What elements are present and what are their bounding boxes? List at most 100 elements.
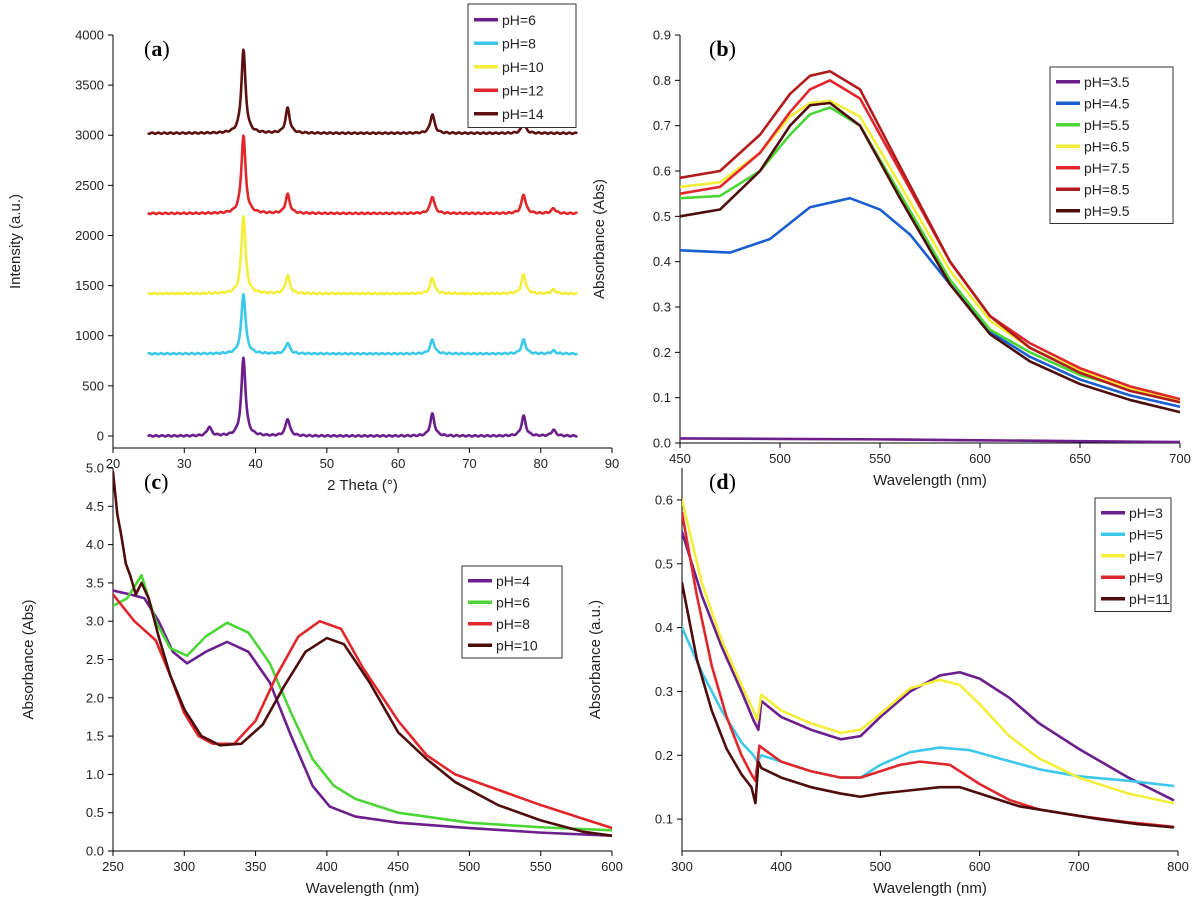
y-tick-label: 4.0 <box>86 537 104 552</box>
y-tick-label: 0.7 <box>653 118 671 133</box>
panel-label: (a) <box>144 36 170 61</box>
x-axis-title: Wavelength (nm) <box>873 880 987 897</box>
series-line-ph7 <box>682 498 1175 805</box>
panel-label-letter: a <box>151 36 162 61</box>
legend-label: pH=3 <box>1129 505 1163 521</box>
x-tick-label: 90 <box>605 456 619 471</box>
x-tick-label: 800 <box>1167 859 1189 874</box>
panel-d: 300 400 500 600 700 800 0.1 0.2 0.3 0.4 0.5 0.6 Wave… <box>587 468 1189 897</box>
panel-b: 450 500 550 600 650 700 0.0 0.1 0.2 0.3 0.4 0.5 0.6 0… <box>591 28 1191 490</box>
y-tick-label: 1.5 <box>86 729 104 744</box>
panel-label: (d) <box>709 469 736 494</box>
y-tick-label: 0.4 <box>653 254 671 269</box>
series-line-ph6 <box>147 356 578 438</box>
y-tick-label: 0.4 <box>655 620 673 635</box>
panel-label: (b) <box>709 36 736 61</box>
y-tick-label: 3.5 <box>86 575 104 590</box>
series-line-ph3.5 <box>680 437 1180 443</box>
y-axis-title: Intensity (a.u.) <box>7 194 24 289</box>
series-line-ph14 <box>147 48 578 136</box>
legend: pH=3 pH=5 pH=7 pH=9 pH=11 <box>1094 497 1172 612</box>
legend-label: pH=8 <box>496 616 530 632</box>
legend: pH=4 pH=6 pH=8 pH=10 <box>461 565 563 659</box>
x-tick-label: 300 <box>671 859 693 874</box>
y-tick-label: 1500 <box>75 278 104 293</box>
legend-label: pH=11 <box>1129 591 1170 607</box>
legend-label: pH=9.5 <box>1084 203 1130 219</box>
legend-label: pH=6 <box>502 12 536 28</box>
series-line-ph9.5 <box>680 101 1180 414</box>
legend: pH=6 pH=8 pH=10 pH=12 pH=14 <box>467 3 577 128</box>
x-tick-label: 20 <box>106 456 120 471</box>
y-tick-label: 0.6 <box>653 164 671 179</box>
panel-label: (c) <box>144 469 168 494</box>
x-tick-label: 350 <box>245 859 267 874</box>
series-line-ph9 <box>682 511 1175 829</box>
y-tick-label: 500 <box>82 378 104 393</box>
series-line-ph4 <box>113 589 612 837</box>
y-tick-label: 0.8 <box>653 73 671 88</box>
x-tick-label: 70 <box>462 456 476 471</box>
legend-label: pH=10 <box>502 59 544 75</box>
y-tick-label: 4.5 <box>86 499 104 514</box>
x-axis-title: Wavelength (nm) <box>873 472 987 489</box>
x-tick-label: 500 <box>459 859 481 874</box>
x-tick-label: 30 <box>177 456 191 471</box>
plot-area <box>680 69 1180 443</box>
y-tick-label: 2.5 <box>86 652 104 667</box>
legend-label: pH=8.5 <box>1084 181 1130 197</box>
x-tick-label: 600 <box>969 451 991 466</box>
x-tick-label: 650 <box>1069 451 1091 466</box>
y-tick-label: 0.5 <box>86 805 104 820</box>
y-tick-label: 0.6 <box>655 492 673 507</box>
y-tick-label: 2500 <box>75 178 104 193</box>
panel-a: 20 30 40 50 60 70 80 90 0 500 1000 1500 2000 2500 3000… <box>7 3 619 494</box>
series-line-ph3 <box>682 530 1175 802</box>
panel-label-letter: d <box>716 469 728 494</box>
y-axis-title: Absorbance (Abs) <box>20 599 37 719</box>
legend-label: pH=12 <box>502 82 544 98</box>
y-tick-label: 0.5 <box>655 556 673 571</box>
y-tick-label: 0.0 <box>653 436 671 451</box>
legend-label: pH=7 <box>1129 548 1163 564</box>
legend-label: pH=4 <box>496 573 530 589</box>
panel-label-letter: c <box>151 469 161 494</box>
plot-area <box>682 498 1175 829</box>
series-line-ph12 <box>147 134 578 216</box>
x-axis-title: Wavelength (nm) <box>306 880 420 897</box>
legend-label: pH=8 <box>502 35 536 51</box>
y-tick-label: 0.0 <box>86 844 104 859</box>
x-tick-label: 80 <box>533 456 547 471</box>
y-tick-label: 3000 <box>75 128 104 143</box>
y-axis-title: Absorbance (a.u.) <box>587 600 604 719</box>
legend: pH=3.5 pH=4.5 pH=5.5 pH=6.5 pH=7.5 pH=8.5 pH=9… <box>1049 66 1174 224</box>
y-tick-label: 2000 <box>75 228 104 243</box>
x-tick-label: 700 <box>1169 451 1191 466</box>
y-tick-label: 0.3 <box>655 684 673 699</box>
y-tick-label: 0.3 <box>653 300 671 315</box>
series-line-ph10 <box>113 470 612 837</box>
plot-area <box>147 48 578 438</box>
legend-label: pH=4.5 <box>1084 95 1130 111</box>
y-tick-label: 0 <box>97 428 104 443</box>
legend-label: pH=6.5 <box>1084 138 1130 154</box>
y-tick-label: 2.0 <box>86 690 104 705</box>
x-tick-label: 40 <box>248 456 262 471</box>
series-line-ph8.5 <box>680 69 1180 404</box>
panel-label-letter: b <box>716 36 728 61</box>
series-line-ph8 <box>147 292 578 356</box>
x-tick-label: 250 <box>102 859 124 874</box>
legend-label: pH=9 <box>1129 569 1163 585</box>
x-tick-label: 600 <box>601 859 623 874</box>
x-tick-label: 500 <box>769 451 791 466</box>
x-tick-label: 50 <box>320 456 334 471</box>
x-tick-label: 400 <box>316 859 338 874</box>
legend-label: pH=14 <box>502 106 544 122</box>
legend-label: pH=10 <box>496 637 538 653</box>
series-line-ph7.5 <box>680 79 1180 401</box>
x-tick-label: 500 <box>870 859 892 874</box>
y-tick-label: 0.1 <box>655 812 673 827</box>
x-tick-label: 300 <box>173 859 195 874</box>
x-tick-label: 550 <box>530 859 552 874</box>
